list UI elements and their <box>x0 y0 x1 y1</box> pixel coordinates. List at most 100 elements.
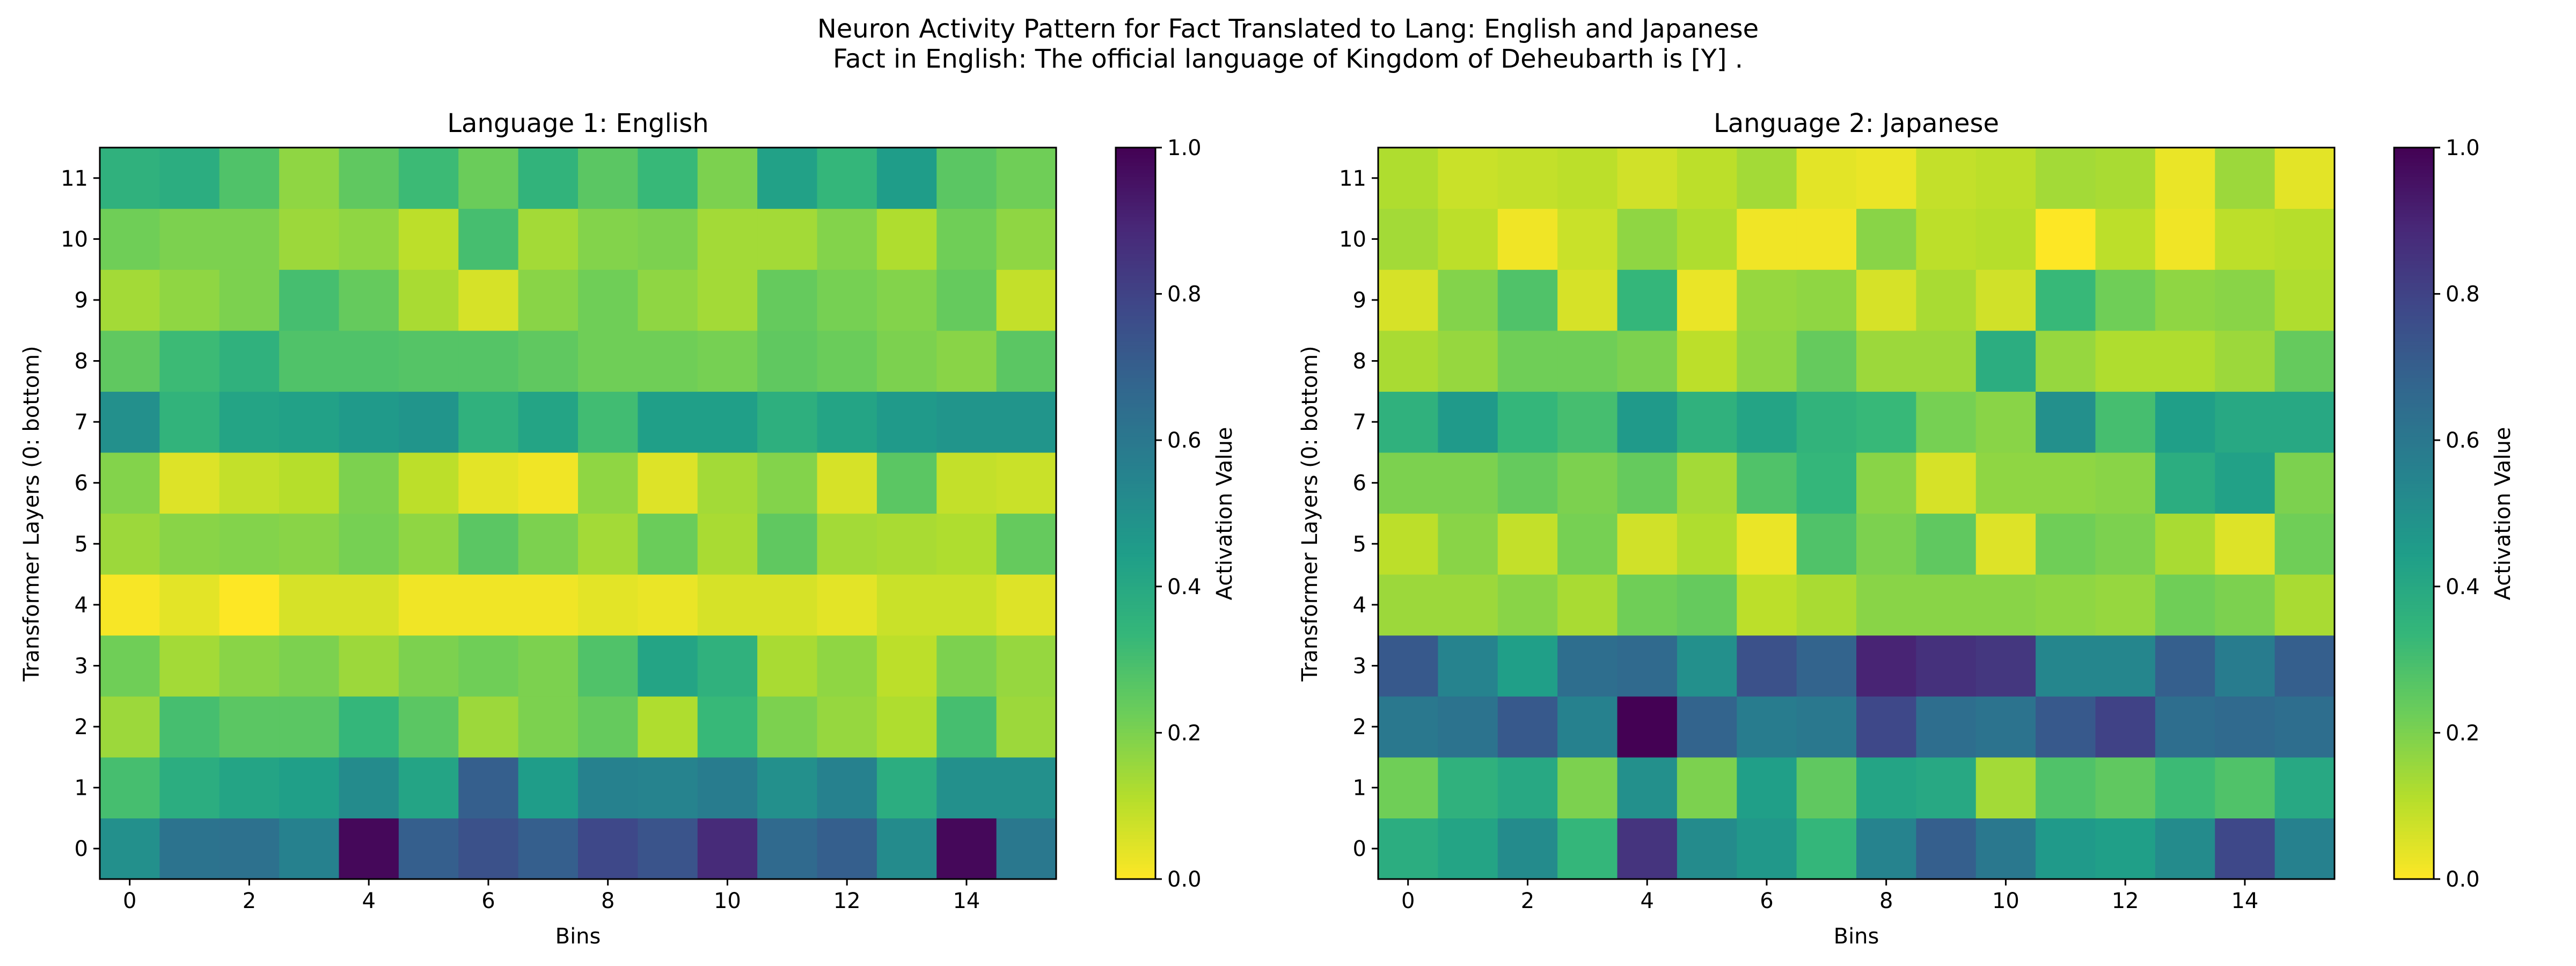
heatmap-cell <box>2036 513 2096 575</box>
heatmap-cell <box>219 818 280 880</box>
colorbar-gradient-segment <box>2394 166 2434 170</box>
colorbar-gradient-segment <box>1116 257 1155 262</box>
colorbar-gradient-segment <box>1116 382 1155 386</box>
x-tick-label: 10 <box>1992 889 2019 913</box>
heatmap-cell <box>996 696 1057 758</box>
colorbar-gradient-segment <box>1116 363 1155 368</box>
heatmap-cell <box>1617 269 1678 331</box>
heatmap-cell <box>219 269 280 331</box>
colorbar-gradient-segment <box>2394 228 2434 232</box>
colorbar-gradient-segment <box>2394 872 2434 876</box>
colorbar-gradient-segment <box>1116 356 1155 361</box>
colorbar-gradient-segment <box>1116 261 1155 265</box>
colorbar-gradient-segment <box>1116 758 1155 763</box>
colorbar-gradient-segment <box>1116 546 1155 551</box>
heatmap-cell <box>1796 208 1857 270</box>
heatmap-cell <box>518 757 579 819</box>
colorbar-gradient-segment <box>2394 462 2434 466</box>
colorbar-gradient-segment <box>2394 499 2434 503</box>
colorbar-gradient-segment <box>2394 191 2434 196</box>
heatmap-cell <box>458 635 519 697</box>
heatmap-cell <box>1737 208 1797 270</box>
colorbar-gradient-segment <box>2394 187 2434 192</box>
heatmap-cell <box>518 513 579 575</box>
heatmap-cell <box>398 330 459 392</box>
heatmap-cell <box>1916 330 1977 392</box>
heatmap-cell <box>876 330 937 392</box>
heatmap-cell <box>2155 391 2215 453</box>
heatmap-cell <box>1856 818 1916 880</box>
y-tick-label: 11 <box>61 166 88 191</box>
heatmap-cell <box>1557 208 1618 270</box>
heatmap-cell <box>2036 452 2096 514</box>
colorbar-gradient-segment <box>1116 743 1155 748</box>
colorbar-gradient-segment <box>2394 828 2434 832</box>
heatmap-cell <box>159 757 220 819</box>
colorbar-gradient-segment <box>2394 747 2434 752</box>
colorbar-gradient-segment <box>1116 370 1155 375</box>
heatmap-cell <box>817 452 877 514</box>
colorbar-tick-label: 0.0 <box>2446 867 2480 892</box>
colorbar-gradient-segment <box>2394 425 2434 430</box>
colorbar-gradient-segment <box>1116 360 1155 364</box>
colorbar-gradient-segment <box>2394 681 2434 686</box>
colorbar-gradient-segment <box>2394 275 2434 280</box>
heatmap-cell <box>458 391 519 453</box>
heatmap-cell <box>339 696 399 758</box>
heatmap-cell <box>1737 696 1797 758</box>
colorbar-gradient-segment <box>1116 400 1155 404</box>
colorbar-gradient-segment <box>2394 652 2434 657</box>
heatmap-cell <box>1617 208 1678 270</box>
colorbar-gradient-segment <box>2394 502 2434 507</box>
heatmap-cell <box>1557 148 1618 209</box>
heatmap-cell <box>697 635 758 697</box>
colorbar-gradient-segment <box>2394 290 2434 295</box>
heatmap-cell <box>697 208 758 270</box>
colorbar-gradient-segment <box>1116 641 1155 646</box>
colorbar-gradient-segment <box>1116 253 1155 258</box>
colorbar-gradient-segment <box>1116 802 1155 807</box>
heatmap-cell <box>2274 757 2335 819</box>
heatmap-cell <box>2274 330 2335 392</box>
heatmap-cell <box>1557 513 1618 575</box>
colorbar-gradient-segment <box>2394 743 2434 748</box>
colorbar-gradient-segment <box>1116 469 1155 474</box>
colorbar-gradient-segment <box>2394 616 2434 620</box>
colorbar-gradient-segment <box>2394 813 2434 817</box>
colorbar-gradient-segment <box>2394 641 2434 646</box>
heatmap-cell <box>339 513 399 575</box>
colorbar-gradient-segment <box>2394 231 2434 236</box>
heatmap-cell <box>100 330 160 392</box>
y-tick-label: 1 <box>75 776 88 801</box>
heatmap-cell <box>817 696 877 758</box>
heatmap-cell <box>398 269 459 331</box>
colorbar-gradient-segment <box>2394 473 2434 478</box>
colorbar-gradient-segment <box>1116 550 1155 554</box>
colorbar-gradient-segment <box>2394 469 2434 474</box>
colorbar-gradient-segment <box>2394 389 2434 393</box>
colorbar-gradient-segment <box>1116 839 1155 843</box>
colorbar-gradient-segment <box>1116 465 1155 470</box>
colorbar-gradient-segment <box>2394 582 2434 587</box>
colorbar-gradient-segment <box>1116 294 1155 298</box>
heatmap-cell <box>697 513 758 575</box>
colorbar-gradient-segment <box>2394 777 2434 781</box>
colorbar-gradient-segment <box>1116 389 1155 393</box>
heatmap-cell <box>1497 330 1558 392</box>
y-tick-label: 10 <box>1339 227 1366 252</box>
y-tick-label: 8 <box>1353 349 1366 374</box>
heatmap-cell <box>757 757 818 819</box>
heatmap-cell <box>398 208 459 270</box>
colorbar-gradient-segment <box>1116 506 1155 510</box>
heatmap-cell <box>1737 635 1797 697</box>
colorbar-gradient-segment <box>2394 495 2434 500</box>
colorbar-gradient-segment <box>2394 590 2434 595</box>
colorbar-gradient-segment <box>2394 755 2434 759</box>
heatmap-cell <box>1617 330 1678 392</box>
colorbar-gradient-segment <box>1116 773 1155 777</box>
colorbar-gradient-segment <box>2394 268 2434 273</box>
heatmap-cell <box>2095 574 2156 636</box>
colorbar-gradient-segment <box>2394 824 2434 829</box>
heatmap-cell <box>1856 513 1916 575</box>
heatmap-cell <box>2155 452 2215 514</box>
